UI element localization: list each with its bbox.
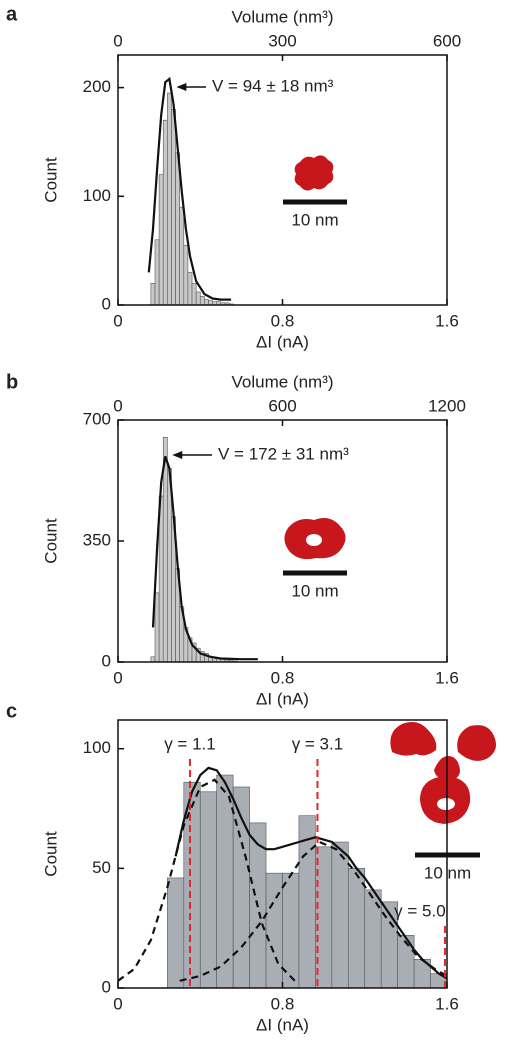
x2-tick-label: 600 [268,396,296,415]
scale-bar-label: 10 nm [291,210,338,229]
y-axis-label: Count [41,518,60,564]
bar [347,868,366,989]
bar [204,299,209,306]
fit-curve [147,76,232,301]
y-tick-label: 0 [102,977,111,996]
x2-tick-label: 600 [433,31,461,50]
bar [199,296,205,306]
bar [331,841,349,989]
y-tick-label: 100 [83,738,111,757]
fit-curve [174,766,448,980]
bar [183,244,189,306]
bar [154,592,160,663]
marker-label: γ = 1.1 [164,734,216,753]
bar [179,206,185,306]
annotation: V = 172 ± 31 nm³ [218,444,349,463]
marker-label: γ = 3.1 [292,734,344,753]
x2-axis-label: Volume (nm³) [231,7,333,26]
bar [162,119,168,306]
y-tick-label: 700 [83,409,111,428]
y-tick-label: 0 [102,294,111,313]
x-axis-label: ΔI (nA) [256,332,309,351]
x-tick-label: 0 [113,668,122,687]
y-tick-label: 200 [83,77,111,96]
x-axis-label: ΔI (nA) [256,1015,309,1034]
bar [150,656,156,663]
bar [167,92,172,306]
protein-a [294,155,334,191]
bar [191,282,197,306]
bar [158,174,164,306]
bar [154,239,160,306]
x2-tick-label: 300 [268,31,296,50]
bar [216,774,234,989]
annotation: V = 94 ± 18 nm³ [212,76,334,95]
bar [167,468,172,663]
bar [187,272,193,306]
x-tick-label: 0 [113,311,122,330]
scale-bar-label: 10 nm [424,863,471,882]
fit-curve [117,778,296,982]
x-axis-label: ΔI (nA) [256,689,309,708]
bar [199,791,218,989]
marker-label: γ = 5.0 [394,901,446,920]
protein-c [390,722,496,824]
annotation-arrowhead [172,451,183,459]
x-tick-label: 0 [113,994,122,1013]
panel-label: c [6,700,17,722]
y-axis-label: Count [41,831,60,877]
x-tick-label: 0.8 [271,994,295,1013]
x-tick-label: 0.8 [271,311,295,330]
y-axis-label: Count [41,157,60,203]
y-tick-label: 350 [83,530,111,549]
x-tick-label: 1.6 [435,668,459,687]
annotation-arrowhead [176,83,187,91]
x2-tick-label: 0 [113,31,122,50]
panel-label: a [6,3,18,25]
y-tick-label: 50 [92,858,111,877]
bar [175,152,180,306]
x2-axis-label: Volume (nm³) [231,372,333,391]
y-tick-label: 0 [102,651,111,670]
protein-b [284,518,346,560]
y-tick-label: 100 [83,186,111,205]
x-tick-label: 0.8 [271,668,295,687]
bar [167,877,185,989]
bar [195,291,201,306]
bar [364,889,382,989]
x2-tick-label: 0 [113,396,122,415]
fit-curve [151,455,258,661]
bar [265,872,283,989]
x-tick-label: 1.6 [435,311,459,330]
bar [150,282,156,306]
scale-bar-label: 10 nm [291,581,338,600]
x2-tick-label: 1200 [428,396,466,415]
x-tick-label: 1.6 [435,994,459,1013]
panel-label: b [6,371,18,393]
bar [171,109,176,306]
